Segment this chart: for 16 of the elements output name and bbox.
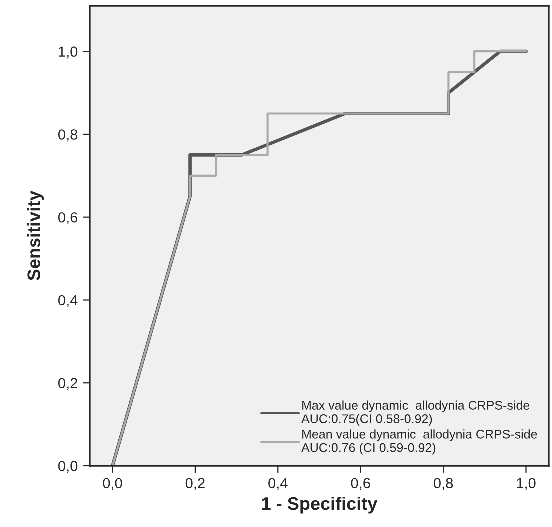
legend-label: Max value dynamic allodynia CRPS-side AUC:0.75(CI 0.58-0.92)	[302, 400, 530, 426]
legend-label: Mean value dynamic allodynia CRPS-side AUC:0.76 (CI 0.59-0.92)	[302, 430, 538, 455]
y-tick-label: 0,8	[58, 130, 78, 142]
y-tick-label: 0,2	[58, 378, 78, 390]
y-tick-label: 1,0	[59, 46, 78, 59]
y-tick-label: 0,4	[58, 295, 78, 308]
x-tick-label: 0,0	[103, 478, 122, 490]
x-tick-label: 0,4	[268, 478, 288, 490]
y-tick-label: 0,0	[58, 461, 78, 474]
x-tick-label: 0,6	[351, 478, 370, 490]
y-axis-title: Sensitivity	[27, 190, 44, 281]
x-tick-label: 0,2	[186, 478, 205, 490]
y-tick-label: 0,6	[58, 212, 78, 224]
x-tick-label: 1,0	[517, 478, 536, 490]
x-tick-label: 0,8	[434, 478, 454, 490]
x-axis-title: 1 - Specificity	[262, 496, 378, 514]
